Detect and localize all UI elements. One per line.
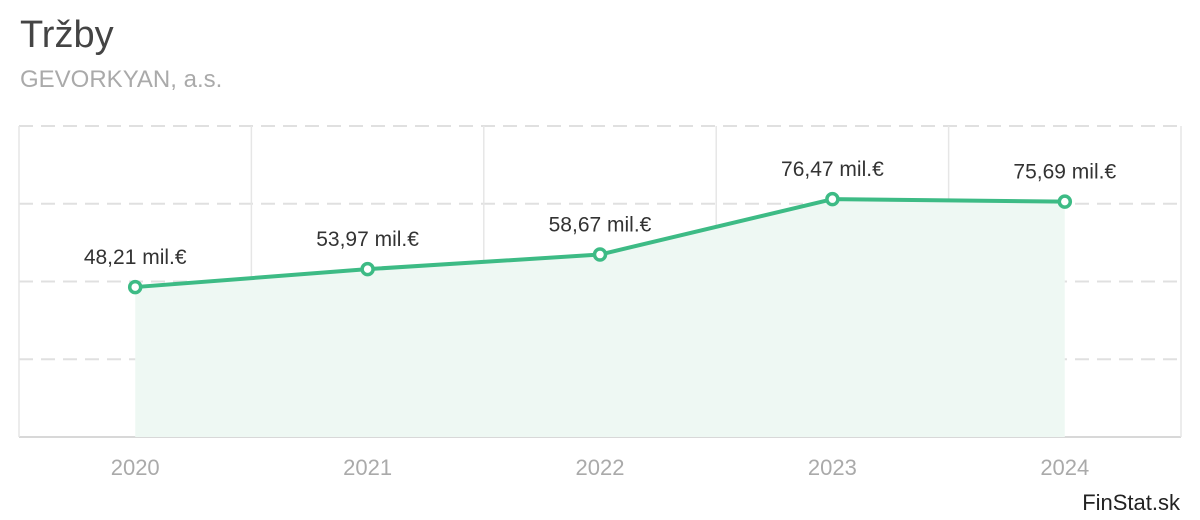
labels-layer: 48,21 mil.€ 53,97 mil.€ 58,67 mil.€ 76,47 m… [84,158,1117,269]
source-credit[interactable]: FinStat.sk [1082,490,1180,515]
data-label-2021: 53,97 mil.€ [316,228,419,251]
series-area [135,199,1065,437]
data-point-2020 [127,279,143,295]
data-point-2022 [592,247,608,262]
points-layer [127,191,1073,295]
chart-title: Tržby [20,14,114,56]
data-label-2020: 48,21 mil.€ [84,246,187,269]
data-label-2024: 75,69 mil.€ [1013,161,1116,184]
x-tick-label-2021: 2021 [343,455,392,480]
x-axis: 2020 2021 2022 2023 2024 [111,455,1090,480]
area-layer [135,199,1065,437]
x-tick-label-2020: 2020 [111,455,160,480]
data-point-2021 [360,261,375,277]
chart-subtitle: GEVORKYAN, a.s. [20,66,223,93]
data-point-2024 [1057,194,1073,209]
data-label-2023: 76,47 mil.€ [781,158,884,181]
data-point-2023 [825,191,840,207]
data-label-2022: 58,67 mil.€ [549,214,652,237]
x-tick-label-2024: 2024 [1040,455,1089,480]
x-tick-label-2023: 2023 [808,455,857,480]
x-tick-label-2022: 2022 [576,455,625,480]
